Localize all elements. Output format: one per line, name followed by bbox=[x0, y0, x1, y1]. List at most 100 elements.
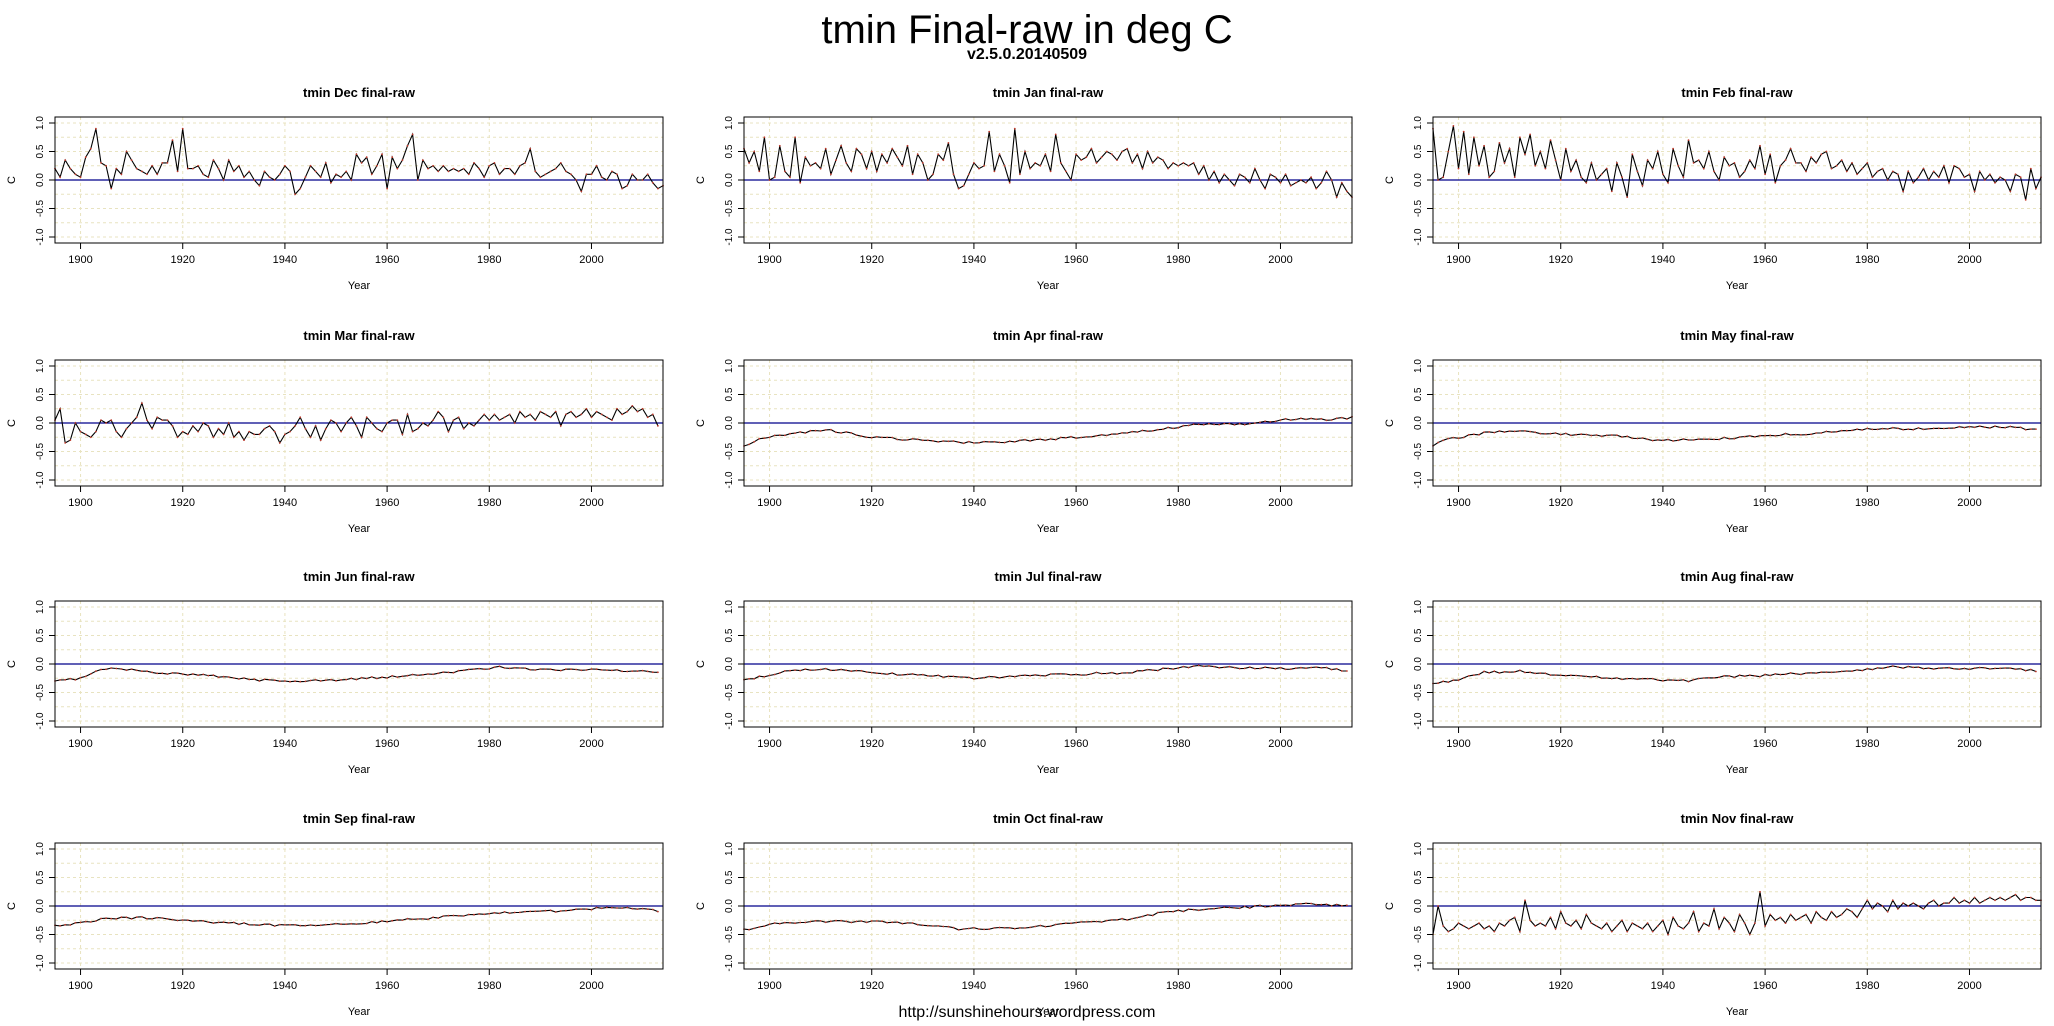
data-point bbox=[1733, 437, 1736, 440]
data-point bbox=[891, 147, 894, 150]
data-point bbox=[1646, 438, 1649, 441]
data-point bbox=[845, 669, 848, 672]
data-point bbox=[508, 413, 511, 416]
data-point bbox=[1794, 162, 1797, 164]
data-point bbox=[1452, 679, 1455, 681]
data-point bbox=[1912, 428, 1915, 431]
data-point bbox=[1320, 417, 1323, 420]
data-point bbox=[524, 162, 526, 164]
data-point bbox=[814, 162, 817, 164]
data-point bbox=[636, 908, 639, 910]
y-tick-label: 1.0 bbox=[35, 359, 46, 373]
x-tick-label: 1940 bbox=[1651, 254, 1675, 266]
data-point bbox=[1769, 674, 1772, 677]
data-point bbox=[1963, 899, 1966, 902]
data-point bbox=[120, 173, 123, 176]
data-point bbox=[988, 928, 991, 931]
data-point bbox=[896, 674, 899, 676]
data-point bbox=[1682, 678, 1685, 681]
data-point bbox=[1473, 674, 1475, 676]
data-point bbox=[1978, 666, 1981, 669]
x-tick-label: 2000 bbox=[1268, 980, 1292, 992]
data-point bbox=[865, 436, 868, 439]
data-point bbox=[1851, 429, 1853, 432]
data-point bbox=[830, 173, 832, 176]
data-point bbox=[1539, 922, 1542, 924]
data-point bbox=[1697, 930, 1700, 933]
data-point bbox=[268, 678, 271, 681]
data-point bbox=[1467, 927, 1470, 930]
data-point bbox=[519, 410, 521, 413]
data-point bbox=[278, 442, 281, 444]
data-point bbox=[1121, 672, 1123, 674]
data-point bbox=[314, 924, 317, 927]
x-tick-label: 2000 bbox=[1268, 738, 1292, 750]
data-point bbox=[401, 159, 404, 162]
data-point bbox=[84, 920, 87, 923]
data-point bbox=[1085, 921, 1088, 923]
data-point bbox=[1830, 431, 1833, 433]
data-point bbox=[1116, 919, 1118, 921]
data-point bbox=[483, 668, 486, 671]
data-point bbox=[1912, 902, 1915, 904]
data-point bbox=[824, 921, 827, 924]
data-point bbox=[937, 925, 940, 927]
data-point bbox=[865, 671, 868, 673]
data-point bbox=[1585, 181, 1588, 184]
x-tick-label: 1940 bbox=[273, 980, 297, 992]
data-point bbox=[1452, 125, 1455, 127]
data-point bbox=[1907, 905, 1910, 907]
data-point bbox=[896, 438, 899, 441]
data-point bbox=[519, 164, 521, 167]
data-point bbox=[1815, 910, 1818, 913]
data-point bbox=[1274, 176, 1277, 179]
y-tick-label: 0.5 bbox=[1413, 387, 1424, 401]
data-point bbox=[186, 919, 189, 922]
data-point bbox=[952, 926, 955, 929]
data-point bbox=[1208, 665, 1210, 667]
data-point bbox=[1728, 164, 1731, 167]
data-point bbox=[860, 920, 863, 922]
data-point bbox=[1111, 919, 1113, 921]
data-point bbox=[1544, 433, 1547, 435]
data-point bbox=[166, 918, 169, 920]
data-point bbox=[1310, 666, 1312, 669]
data-point bbox=[181, 127, 184, 130]
data-point bbox=[1575, 919, 1577, 922]
data-point bbox=[1126, 432, 1129, 434]
data-point bbox=[1187, 666, 1190, 669]
chart-title: tmin Oct final-raw bbox=[993, 811, 1104, 826]
data-point bbox=[452, 914, 455, 917]
data-point bbox=[1759, 144, 1761, 147]
data-point bbox=[1825, 919, 1828, 922]
chart-title: tmin Aug final-raw bbox=[1681, 569, 1795, 584]
data-point bbox=[1937, 176, 1940, 179]
data-point bbox=[151, 164, 154, 167]
data-point bbox=[176, 919, 179, 922]
data-point bbox=[641, 907, 644, 910]
data-point bbox=[534, 910, 537, 913]
data-point bbox=[1457, 679, 1460, 682]
data-point bbox=[998, 677, 1001, 679]
data-point bbox=[1682, 176, 1685, 179]
data-point bbox=[284, 433, 286, 436]
data-point bbox=[2014, 893, 2017, 896]
data-point bbox=[1978, 425, 1981, 427]
data-point bbox=[1994, 181, 1996, 184]
data-point bbox=[365, 156, 368, 159]
data-point bbox=[1238, 907, 1241, 910]
data-point bbox=[64, 923, 67, 926]
data-point bbox=[396, 919, 399, 921]
data-point bbox=[1973, 426, 1976, 429]
data-point bbox=[207, 921, 210, 923]
data-point bbox=[559, 910, 562, 912]
data-point bbox=[1131, 430, 1134, 433]
data-point bbox=[253, 924, 256, 926]
y-tick-label: 0.0 bbox=[35, 173, 46, 187]
data-point bbox=[570, 909, 572, 912]
data-point bbox=[927, 675, 929, 677]
data-point bbox=[1151, 669, 1154, 671]
data-point bbox=[1059, 162, 1062, 164]
